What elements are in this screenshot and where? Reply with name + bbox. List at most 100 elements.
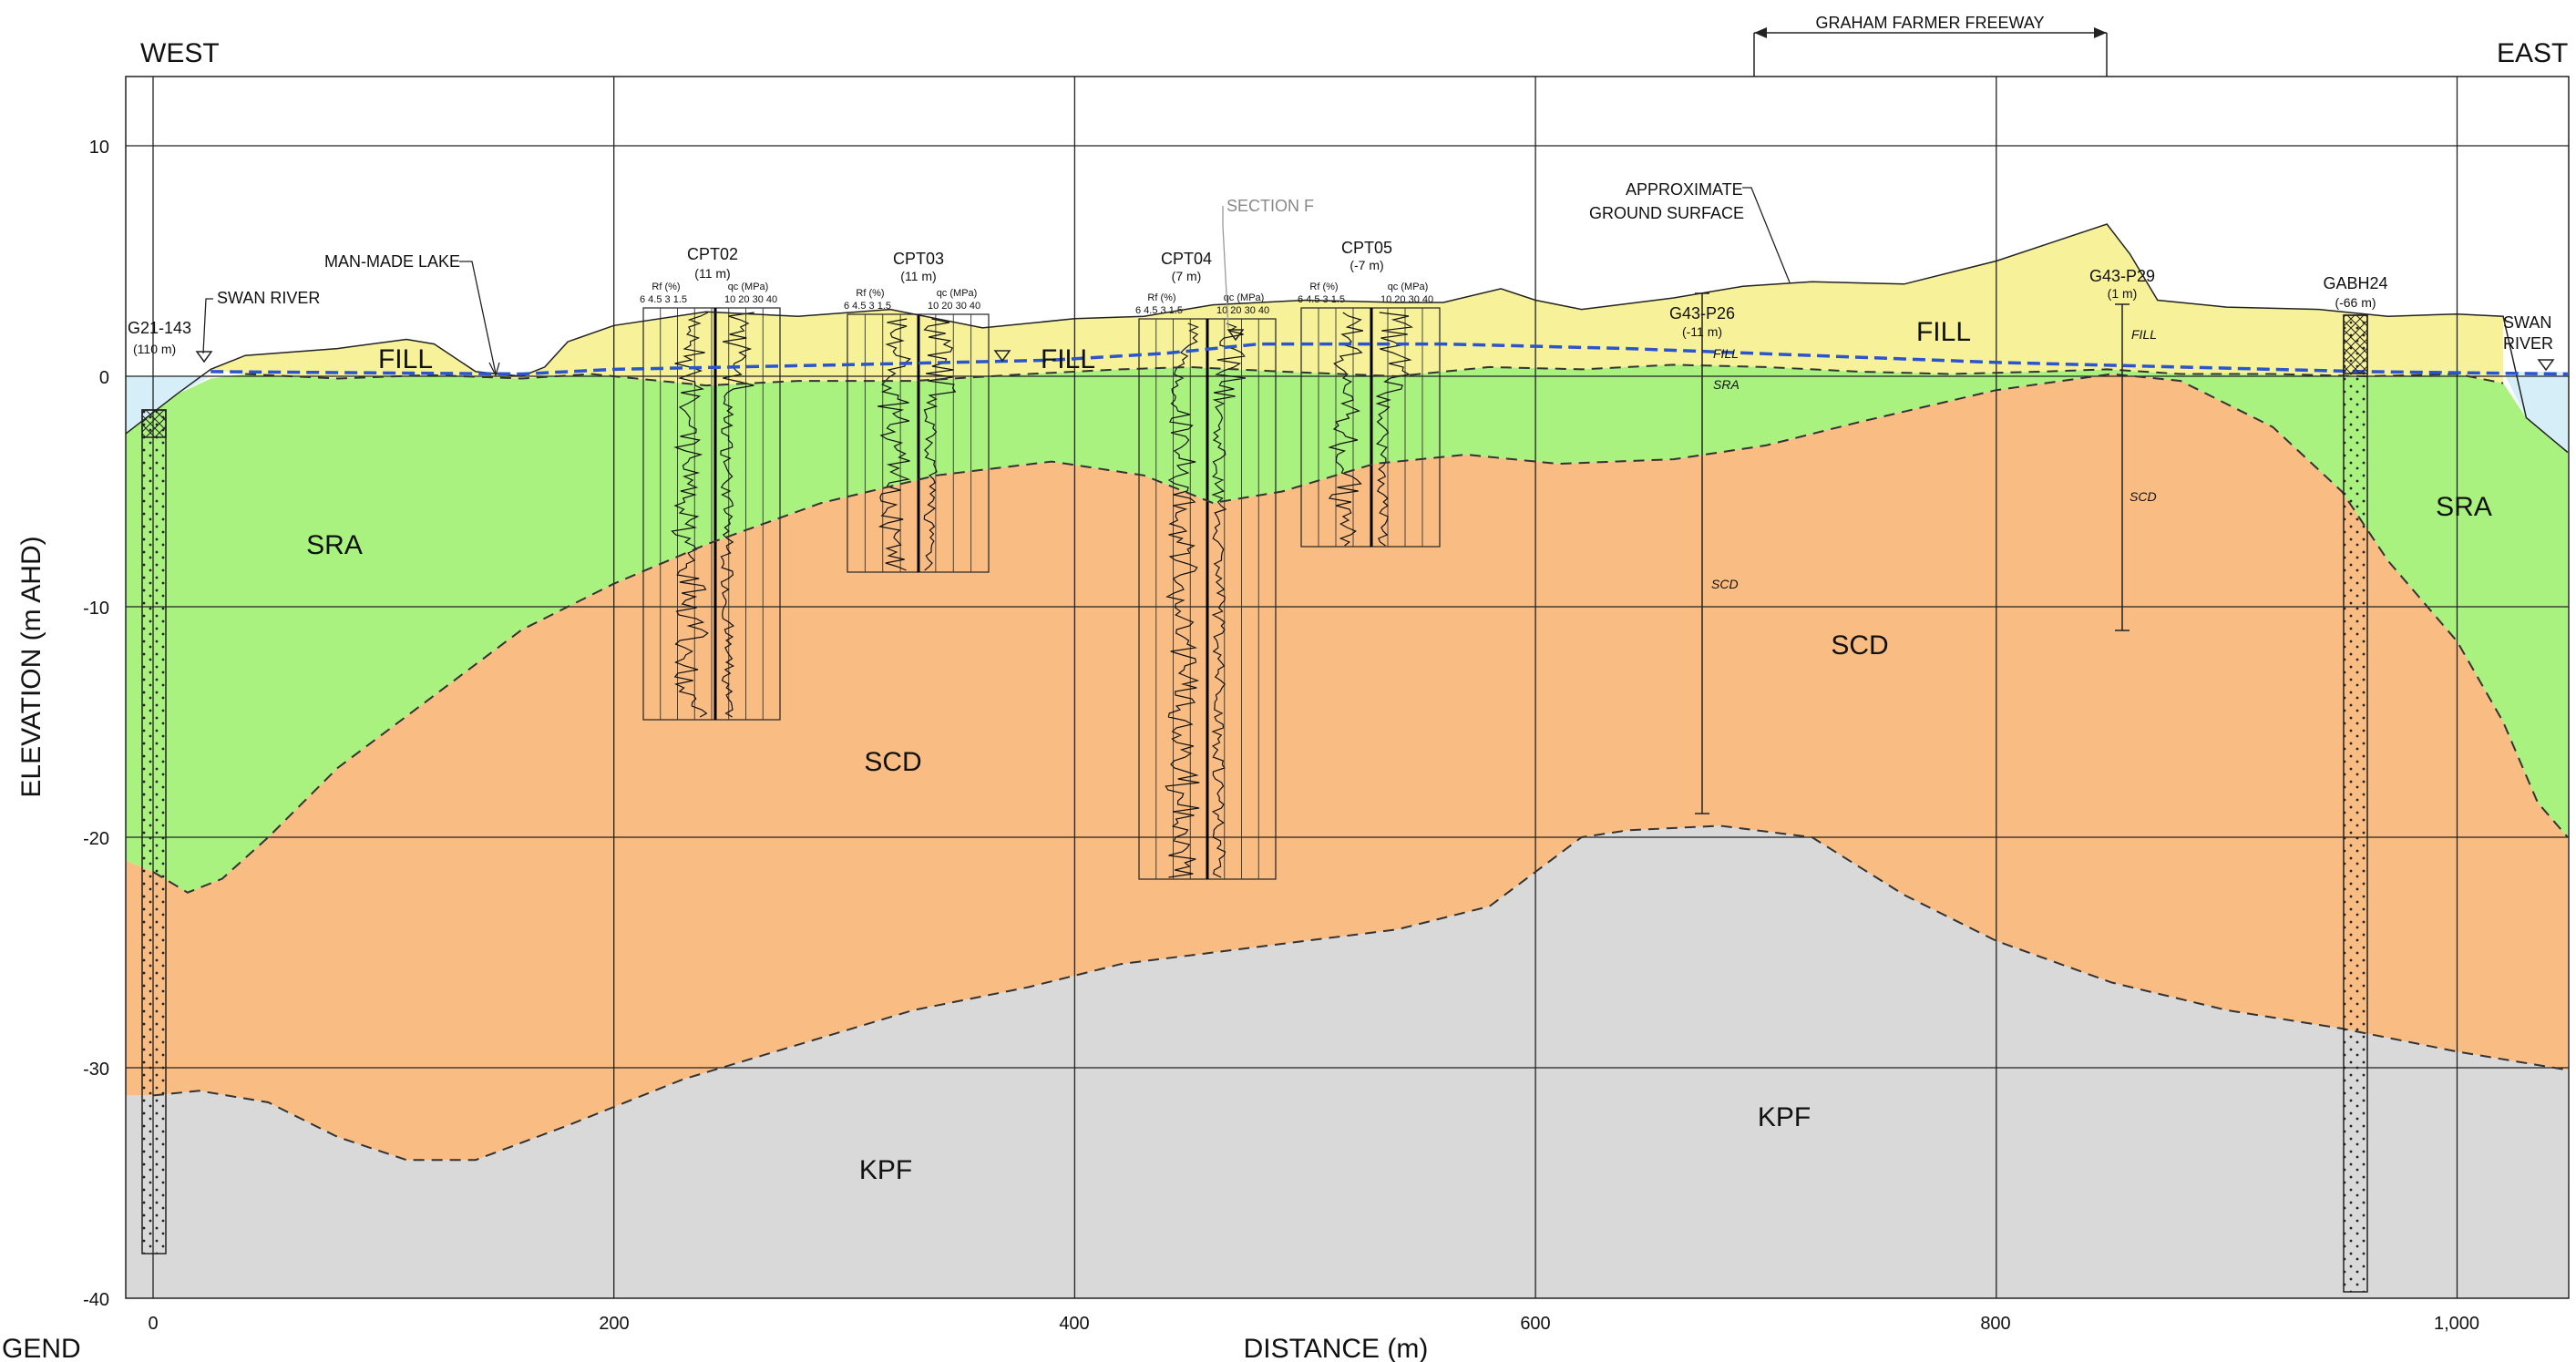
cpt-rf-label: Rf (%) xyxy=(652,282,680,292)
borehole-offset: (110 m) xyxy=(133,342,176,356)
cpt-qc-ticks: 10 20 30 40 xyxy=(928,301,980,312)
log-label-fill: FILL xyxy=(2131,327,2157,342)
x-tick-labels: 0 200 400 600 800 1,000 xyxy=(148,1314,2479,1334)
leader-line xyxy=(1742,187,1791,283)
log-label-fill: FILL xyxy=(1713,346,1739,361)
borehole-gabh24-column xyxy=(2343,314,2368,1293)
x-axis-label: DISTANCE (m) xyxy=(1244,1334,1429,1362)
borehole-offset: (-66 m) xyxy=(2335,295,2376,310)
cpt-rf-ticks: 6 4.5 3 1.5 xyxy=(844,301,891,312)
cpt-qc-trace xyxy=(1375,312,1413,547)
cpt-rf-trace xyxy=(671,312,709,718)
y-tick-label: -10 xyxy=(83,599,109,619)
borehole-g21-143-fill-hatch xyxy=(141,409,167,438)
cpt-offset: (7 m) xyxy=(1172,269,1202,283)
cpt-rf-trace xyxy=(1328,312,1364,547)
leader-line xyxy=(459,261,497,374)
unit-label-scd: SCD xyxy=(864,747,921,777)
plot-frame xyxy=(125,76,2570,1299)
cpt-plots: Rf (%) qc (MPa) 6 4.5 3 1.5 10 20 30 40 Rf (… xyxy=(640,282,1441,880)
cpt-offset: (-7 m) xyxy=(1350,258,1383,272)
water-table-line xyxy=(210,342,2568,376)
y-tick-labels: 10 0 -10 -20 -30 -40 xyxy=(83,138,109,1310)
unit-label-fill: FILL xyxy=(378,344,433,374)
x-tick-label: 1,000 xyxy=(2434,1314,2479,1334)
leader-line xyxy=(202,298,213,354)
cpt-qc-trace xyxy=(1211,323,1246,878)
boundaries xyxy=(125,223,2569,1162)
cpt-id: CPT03 xyxy=(893,250,944,268)
y-tick-label: -30 xyxy=(83,1060,109,1080)
x-tick-label: 0 xyxy=(148,1314,158,1334)
annotations: SWAN RIVER SWAN RIVER MAN-MADE LAKE SECT… xyxy=(128,180,2553,591)
scd-unit xyxy=(125,374,2568,1161)
cpt-offset: (11 m) xyxy=(900,269,936,283)
swan-river-water-right xyxy=(2503,371,2568,453)
borehole-id: G43-P26 xyxy=(1669,304,1735,323)
kpf-unit xyxy=(125,825,2568,1298)
y-axis-label: ELEVATION (m AHD) xyxy=(16,536,46,797)
cpt-qc-ticks: 10 20 30 40 xyxy=(724,294,777,305)
cpt-qc-trace xyxy=(923,318,957,571)
cpt-rf-label: Rf (%) xyxy=(1309,282,1338,292)
swan-river-right-label-1: SWAN xyxy=(2503,313,2551,332)
x-tick-label: 600 xyxy=(1520,1314,1550,1334)
y-tick-label: -20 xyxy=(83,829,109,849)
cpt-rf-label: Rf (%) xyxy=(856,288,884,299)
water-level-triangle xyxy=(993,350,1011,363)
fill-base-boundary xyxy=(245,364,2504,387)
cpt-rf-label: Rf (%) xyxy=(1147,292,1175,303)
borehole-logs xyxy=(141,292,2368,1293)
cpt-rf-ticks: 6 4.5 3 1.5 xyxy=(1135,305,1183,316)
y-tick-label: 10 xyxy=(89,138,109,158)
log-label-scd: SCD xyxy=(2130,489,2157,504)
ground-surface-label-2: GROUND SURFACE xyxy=(1589,204,1744,222)
arrow-head xyxy=(488,362,500,377)
cpt-offset: (11 m) xyxy=(694,266,730,281)
strata xyxy=(125,224,2568,1298)
unit-label-fill: FILL xyxy=(1916,317,1971,347)
water-level-triangle xyxy=(2537,359,2555,372)
water-level-triangle xyxy=(195,351,213,364)
cpt-qc-trace xyxy=(720,312,754,718)
water-level-markers xyxy=(195,329,2555,372)
borehole-id: GABH24 xyxy=(2323,274,2387,292)
section-f-label: SECTION F xyxy=(1226,197,1314,215)
borehole-offset: (1 m) xyxy=(2108,286,2138,301)
legend-fragment: GEND xyxy=(2,1334,81,1362)
x-tick-label: 800 xyxy=(1980,1314,2010,1334)
y-tick-label: 0 xyxy=(99,368,109,388)
log-label-sra: SRA xyxy=(1713,377,1740,392)
unit-label-fill: FILL xyxy=(1041,344,1095,374)
cpt-titles: CPT02 (11 m) CPT03 (11 m) CPT04 (7 m) CP… xyxy=(687,239,1392,283)
unit-label-sra: SRA xyxy=(2436,492,2492,522)
sra-unit xyxy=(125,364,2568,893)
unit-label-kpf: KPF xyxy=(859,1155,912,1185)
log-label-scd: SCD xyxy=(1711,577,1739,591)
cpt-qc-label: qc (MPa) xyxy=(1388,282,1429,292)
y-tick-label: -40 xyxy=(83,1290,109,1310)
unit-label-sra: SRA xyxy=(306,530,363,560)
cpt-qc-ticks: 10 20 30 40 xyxy=(1216,305,1269,316)
cpt-id: CPT04 xyxy=(1161,250,1212,268)
water-level-triangle xyxy=(1226,329,1245,342)
scd-base-boundary xyxy=(152,824,2569,1162)
cpt-qc-ticks: 10 20 30 40 xyxy=(1380,294,1433,305)
unit-label-kpf: KPF xyxy=(1758,1102,1811,1132)
cpt-qc-label: qc (MPa) xyxy=(937,288,978,299)
east-label: EAST xyxy=(2497,38,2568,68)
borehole-offset: (-11 m) xyxy=(1682,324,1722,339)
swan-river-right-label-2: RIVER xyxy=(2503,334,2553,353)
ground-surface-line xyxy=(125,223,2569,454)
cpt-qc-label: qc (MPa) xyxy=(1224,292,1265,303)
borehole-id: G43-P29 xyxy=(2089,267,2155,285)
cpt-rf-trace xyxy=(1165,323,1200,878)
freeway-marker: GRAHAM FARMER FREEWAY xyxy=(1753,14,2108,77)
west-label: WEST xyxy=(140,38,220,68)
x-tick-label: 200 xyxy=(599,1314,629,1334)
cpt-id: CPT02 xyxy=(687,245,738,263)
freeway-label: GRAHAM FARMER FREEWAY xyxy=(1815,14,2044,32)
unit-labels: FILL FILL FILL SRA SRA SCD SCD KPF KPF xyxy=(306,317,2492,1185)
x-tick-label: 400 xyxy=(1059,1314,1089,1334)
